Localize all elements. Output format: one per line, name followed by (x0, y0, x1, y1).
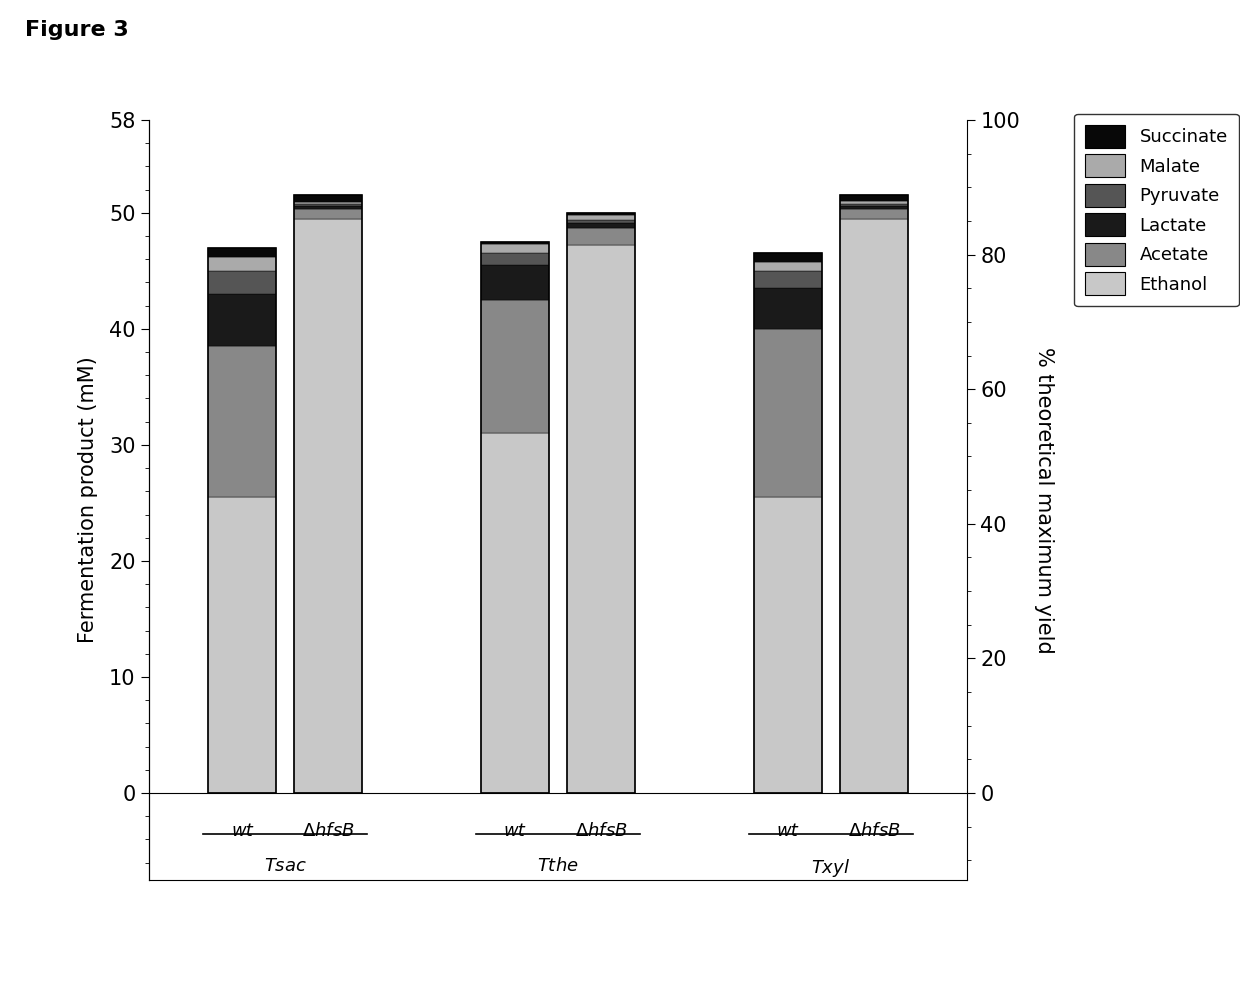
Bar (481, 253, 549, 265)
Bar (754, 253, 822, 262)
Bar (839, 206, 908, 209)
Text: $\it{Tthe}$: $\it{Tthe}$ (537, 857, 579, 875)
Bar (754, 253, 822, 793)
Bar (208, 271, 277, 294)
Text: wt: wt (776, 822, 799, 840)
Bar (481, 244, 549, 253)
Bar (294, 219, 362, 793)
Text: wt: wt (231, 822, 253, 840)
Y-axis label: Fermentation product (mM): Fermentation product (mM) (78, 357, 98, 643)
Bar (754, 271, 822, 288)
Bar (208, 497, 277, 793)
Bar (754, 329, 822, 497)
Bar (567, 213, 635, 793)
Bar (481, 242, 549, 793)
Y-axis label: % theoretical maximum yield: % theoretical maximum yield (1034, 347, 1054, 653)
Bar (567, 213, 635, 215)
Bar (481, 265, 549, 300)
Bar (567, 215, 635, 220)
Text: $\it{Tsac}$: $\it{Tsac}$ (264, 857, 306, 875)
Bar (754, 497, 822, 793)
Text: wt: wt (503, 822, 526, 840)
Legend: Succinate, Malate, Pyruvate, Lactate, Acetate, Ethanol: Succinate, Malate, Pyruvate, Lactate, Ac… (1074, 114, 1239, 306)
Bar (839, 195, 908, 793)
Bar (481, 433, 549, 793)
Bar (208, 294, 277, 346)
Bar (294, 195, 362, 793)
Text: $\Delta hfsB$: $\Delta hfsB$ (575, 822, 627, 840)
Text: Figure 3: Figure 3 (25, 20, 129, 40)
Bar (294, 195, 362, 202)
Bar (754, 288, 822, 329)
Bar (567, 245, 635, 793)
Bar (567, 220, 635, 223)
Bar (839, 195, 908, 201)
Bar (481, 300, 549, 433)
Bar (208, 248, 277, 793)
Bar (208, 248, 277, 257)
Bar (294, 204, 362, 206)
Bar (208, 257, 277, 271)
Bar (294, 202, 362, 204)
Bar (481, 242, 549, 244)
Bar (294, 209, 362, 219)
Bar (567, 223, 635, 228)
Text: $\Delta hfsB$: $\Delta hfsB$ (303, 822, 355, 840)
Bar (294, 206, 362, 209)
Bar (839, 219, 908, 793)
Bar (839, 204, 908, 206)
Bar (208, 346, 277, 497)
Bar (839, 209, 908, 219)
Bar (567, 228, 635, 245)
Text: $\Delta hfsB$: $\Delta hfsB$ (848, 822, 900, 840)
Bar (839, 201, 908, 204)
Text: $\it{Txyl}$: $\it{Txyl}$ (811, 857, 851, 879)
Bar (754, 262, 822, 271)
